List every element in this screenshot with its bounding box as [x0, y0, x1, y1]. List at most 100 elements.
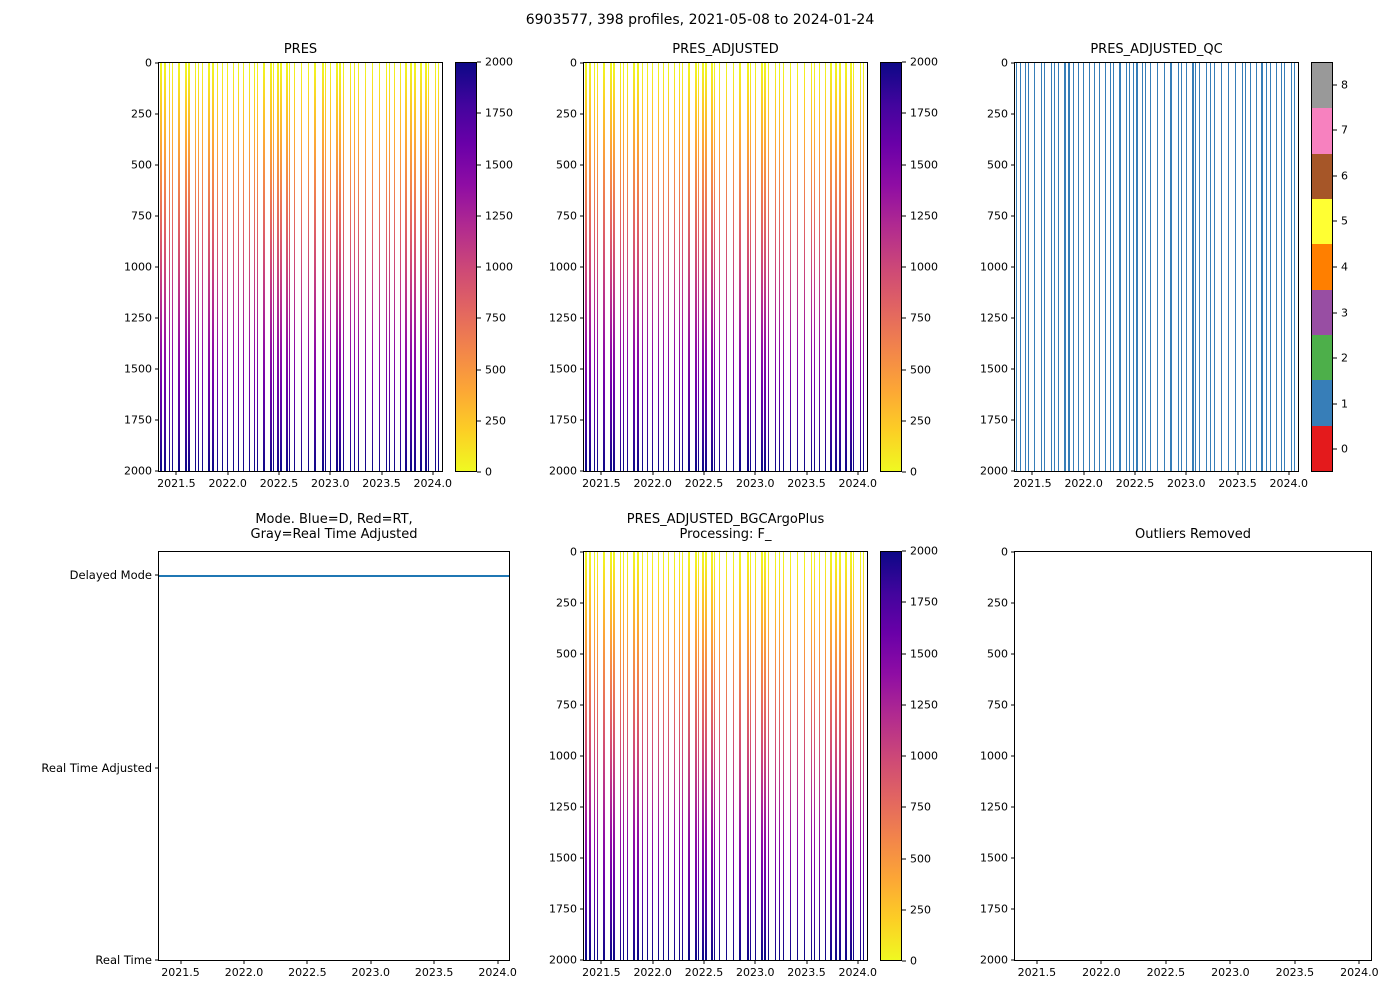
profile-line — [613, 552, 615, 960]
profile-line — [256, 63, 259, 471]
profile-line — [438, 63, 440, 471]
profile-line — [307, 63, 310, 471]
profile-line — [1136, 63, 1138, 471]
colorbar-segment — [1312, 153, 1332, 199]
y-tick-mark — [580, 470, 584, 472]
x-tick-mark — [306, 960, 308, 964]
profile-line — [778, 63, 780, 471]
profile-line — [726, 63, 728, 471]
x-tick-mark — [432, 471, 434, 475]
y-tick-mark — [1011, 368, 1015, 370]
x-tick-label: 2022.5 — [684, 966, 724, 979]
profile-line — [804, 63, 806, 471]
profile-line — [702, 63, 704, 471]
subplot-pres-adjusted: 2021.5 2022.0 2022.5 2023.0 2023.5 2024.0 0 250… — [549, 57, 877, 491]
colorbar-bar — [1311, 62, 1333, 472]
colorbar-tick-label: 750 — [910, 800, 931, 814]
y-tick-mark — [155, 767, 159, 769]
profile-line — [1250, 63, 1252, 471]
profile-line — [789, 552, 792, 960]
subplot-pres: 2021.5 2022.0 2022.5 2023.0 2023.5 2024.0 0 250… — [124, 57, 452, 491]
profile-line — [160, 63, 162, 471]
profile-line — [711, 552, 713, 960]
profile-line — [405, 63, 407, 471]
y-tick-label: 1500 — [980, 851, 1008, 865]
colorbar-pres: 0 250 500 750 1000 1250 1500 1750 2000 — [455, 56, 513, 479]
profile-line — [1104, 63, 1107, 471]
x-tick-mark — [1229, 960, 1231, 964]
profile-line — [1077, 63, 1079, 471]
profile-line — [1027, 63, 1029, 471]
profile-line — [850, 552, 852, 960]
colorbar-tick-label: 250 — [485, 414, 506, 428]
profile-line — [325, 63, 327, 471]
x-tick-label: 2023.5 — [1275, 966, 1315, 979]
profile-line — [1235, 63, 1237, 471]
y-tick-mark — [580, 602, 584, 604]
y-tick-mark — [580, 551, 584, 553]
x-tick-mark — [175, 471, 177, 475]
x-tick-label: 2022.5 — [1146, 966, 1186, 979]
colorbar-tick-label: 2 — [1341, 351, 1348, 365]
profile-line — [678, 552, 681, 960]
colorbar-segment — [1312, 108, 1332, 154]
y-tick-mark — [580, 368, 584, 370]
colorbar-tick-label: 0 — [1341, 442, 1348, 456]
x-tick-mark — [652, 960, 654, 964]
profile-line — [673, 63, 676, 471]
colorbar-tick-label: 250 — [910, 414, 931, 428]
colorbar-tick-mark — [477, 317, 481, 319]
profile-line — [194, 63, 197, 471]
profile-line — [414, 63, 416, 471]
y-tick-mark — [1011, 470, 1015, 472]
profile-line — [350, 63, 352, 471]
profile-line — [603, 63, 605, 471]
profile-line — [425, 63, 427, 471]
colorbar-tick-mark — [902, 909, 906, 911]
x-tick-label: 2024.0 — [413, 477, 453, 490]
x-tick-mark — [754, 471, 756, 475]
x-tick-label: 2023.5 — [1218, 477, 1257, 490]
y-tick-label: 500 — [987, 647, 1008, 661]
profile-line — [1198, 63, 1201, 471]
y-tick-mark — [1011, 266, 1015, 268]
y-tick-mark — [155, 215, 159, 217]
profile-line — [237, 63, 239, 471]
subplot-title-pres: PRES — [283, 42, 318, 57]
profile-line — [1241, 63, 1243, 471]
profile-line — [845, 552, 847, 960]
y-tick-label: 250 — [987, 107, 1008, 121]
profile-line — [385, 63, 387, 471]
x-tick-label: 2024.0 — [1269, 477, 1309, 490]
y-tick-mark — [580, 857, 584, 859]
y-tick-mark — [155, 959, 159, 961]
profile-line — [1270, 63, 1272, 471]
profile-line — [1126, 63, 1128, 471]
profile-line — [830, 63, 832, 471]
profile-line — [371, 63, 373, 471]
y-tick-label: 750 — [131, 209, 152, 223]
colorbar-tick-label: 1250 — [485, 209, 513, 223]
profile-line — [810, 63, 812, 471]
profile-line — [197, 63, 200, 471]
colorbar-tick-label: 1250 — [910, 698, 938, 712]
x-tick-label: 2023.0 — [735, 966, 775, 979]
profile-line — [1133, 63, 1135, 471]
profile-line — [622, 552, 625, 960]
colorbar-tick-mark — [902, 704, 906, 706]
y-tick-mark — [155, 164, 159, 166]
y-tick-label: 1250 — [980, 311, 1008, 325]
colorbar-tick-mark — [1333, 403, 1337, 405]
colorbar-tick-label: 1500 — [910, 647, 938, 660]
colorbar-tick-mark — [477, 471, 481, 473]
profile-line — [814, 552, 816, 960]
y-tick-mark — [1011, 551, 1015, 553]
x-tick-label: 2021.5 — [1017, 966, 1057, 979]
x-tick-mark — [243, 960, 245, 964]
plot-area-pres-adjusted — [584, 63, 867, 471]
y-tick-mark — [1011, 113, 1015, 115]
y-tick-mark — [155, 317, 159, 319]
profile-line — [339, 63, 341, 471]
y-tick-mark — [1011, 164, 1015, 166]
profile-line — [208, 63, 210, 471]
